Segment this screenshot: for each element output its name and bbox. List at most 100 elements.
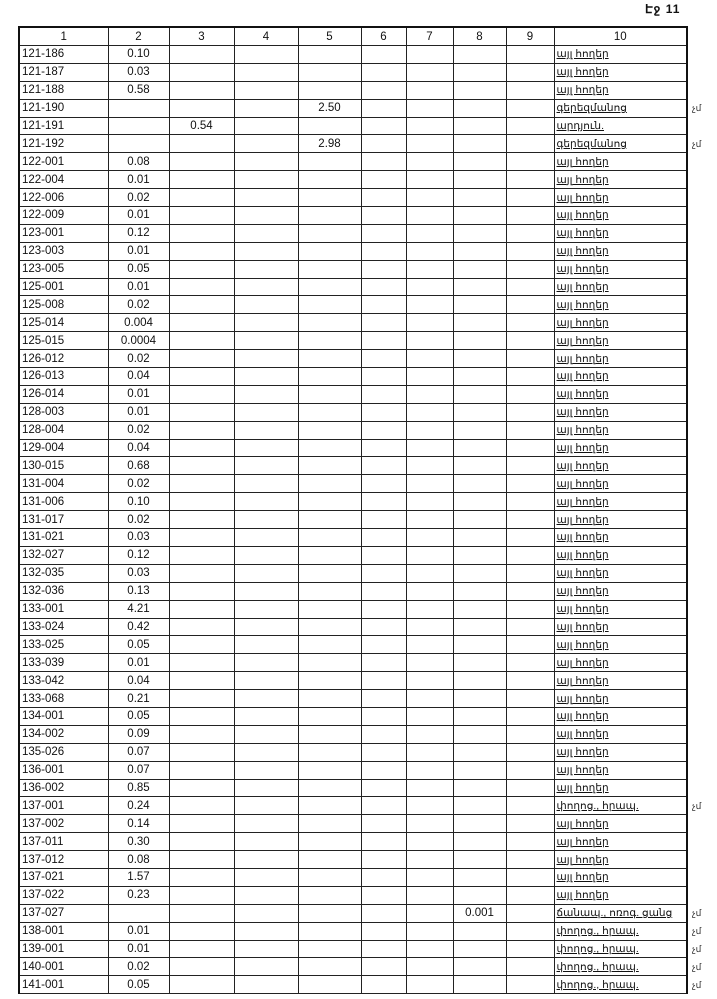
area-cell-col7 xyxy=(405,885,454,905)
area-cell-col2: 0.58 xyxy=(107,80,170,100)
area-cell-col5 xyxy=(297,617,362,637)
area-cell-col8 xyxy=(452,206,507,225)
area-cell-col8 xyxy=(452,277,507,297)
table-row: 133-001 4.21 այլ հողեր xyxy=(18,599,688,619)
parcel-id-cell: 121-190 xyxy=(18,98,109,118)
parcel-id-cell: 121-187 xyxy=(18,62,109,82)
area-cell-col2: 0.30 xyxy=(107,832,170,852)
area-cell-col7 xyxy=(405,98,454,118)
area-cell-col4 xyxy=(233,671,299,691)
area-cell-col9 xyxy=(505,706,555,726)
area-cell-col7 xyxy=(405,545,454,565)
area-cell-col6 xyxy=(360,975,407,995)
table-row: 121-190 2.50 գերեզմանոց xyxy=(18,98,688,118)
area-cell-col9 xyxy=(505,885,555,905)
area-cell-col4 xyxy=(233,724,299,744)
land-use-cell: այլ հողեր xyxy=(553,545,688,565)
parcel-id-cell: 137-011 xyxy=(18,832,109,852)
area-cell-col3 xyxy=(168,98,235,118)
area-cell-col2: 0.14 xyxy=(107,814,170,834)
area-cell-col4 xyxy=(233,796,299,816)
area-cell-col8 xyxy=(452,170,507,190)
area-cell-col8 xyxy=(452,456,507,476)
land-use-cell: արդյուն. xyxy=(553,116,688,136)
area-cell-col2: 0.01 xyxy=(107,206,170,225)
area-cell-col4 xyxy=(233,313,299,333)
area-cell-col9 xyxy=(505,170,555,190)
land-use-cell: այլ հողեր xyxy=(553,438,688,458)
area-cell-col4 xyxy=(233,80,299,100)
land-use-cell: այլ հողեր xyxy=(553,581,688,601)
area-cell-col7 xyxy=(405,259,454,279)
area-cell-col2: 0.02 xyxy=(107,188,170,208)
area-cell-col7 xyxy=(405,706,454,726)
land-use-cell: այլ հողեր xyxy=(553,331,688,351)
area-cell-col6 xyxy=(360,760,407,780)
area-cell-col3: 0.54 xyxy=(168,116,235,136)
table-row: 132-036 0.13 այլ հողեր xyxy=(18,581,688,601)
area-cell-col5 xyxy=(297,832,362,852)
area-cell-col4 xyxy=(233,349,299,369)
area-cell-col9 xyxy=(505,223,555,243)
area-cell-col5 xyxy=(297,384,362,404)
parcel-id-cell: 131-021 xyxy=(18,528,109,547)
area-cell-col7 xyxy=(405,689,454,708)
area-cell-col5: 2.50 xyxy=(297,98,362,118)
land-use-cell: այլ հողեր xyxy=(553,402,688,422)
area-cell-col2 xyxy=(107,116,170,136)
area-cell-col3 xyxy=(168,885,235,905)
table-row: 139-001 0.01 փողոց., հրապ. xyxy=(18,939,688,959)
table-row: 126-014 0.01 այլ հողեր xyxy=(18,384,688,404)
table-row: 137-011 0.30 այլ հողեր xyxy=(18,832,688,852)
area-cell-col6 xyxy=(360,796,407,816)
area-cell-col9 xyxy=(505,635,555,655)
area-cell-col4 xyxy=(233,98,299,118)
area-cell-col3 xyxy=(168,313,235,333)
area-cell-col6 xyxy=(360,313,407,333)
area-cell-col2: 0.85 xyxy=(107,778,170,798)
area-cell-col3 xyxy=(168,563,235,583)
parcel-id-cell: 129-004 xyxy=(18,438,109,458)
land-use-cell: այլ հողեր xyxy=(553,760,688,780)
area-cell-col7 xyxy=(405,474,454,494)
column-header-4: 4 xyxy=(233,26,299,46)
area-cell-col4 xyxy=(233,152,299,172)
area-cell-col7 xyxy=(405,957,454,977)
area-cell-col3 xyxy=(168,152,235,172)
parcel-id-cell: 131-004 xyxy=(18,474,109,494)
area-cell-col9 xyxy=(505,206,555,225)
table-row: 134-001 0.05 այլ հողեր xyxy=(18,706,688,726)
area-cell-col3 xyxy=(168,599,235,619)
area-cell-col2: 0.08 xyxy=(107,152,170,172)
land-use-cell: այլ հողեր xyxy=(553,653,688,673)
column-header-5: 5 xyxy=(297,26,362,46)
area-cell-col9 xyxy=(505,545,555,565)
area-cell-col5 xyxy=(297,474,362,494)
area-cell-col8 xyxy=(452,760,507,780)
margin-note: չմ xyxy=(692,102,702,113)
area-cell-col6 xyxy=(360,384,407,404)
parcel-id-cell: 137-002 xyxy=(18,814,109,834)
area-cell-col6 xyxy=(360,617,407,637)
area-cell-col4 xyxy=(233,492,299,512)
area-cell-col3 xyxy=(168,671,235,691)
table-row: 121-186 0.10 այլ հողեր xyxy=(18,45,688,64)
area-cell-col4 xyxy=(233,867,299,887)
area-cell-col4 xyxy=(233,814,299,834)
area-cell-col9 xyxy=(505,438,555,458)
table-row: 121-191 0.54 արդյուն. xyxy=(18,116,688,136)
area-cell-col4 xyxy=(233,62,299,82)
area-cell-col7 xyxy=(405,528,454,547)
land-use-cell: այլ հողեր xyxy=(553,474,688,494)
parcel-id-cell: 133-024 xyxy=(18,617,109,637)
area-cell-col2: 0.13 xyxy=(107,581,170,601)
area-cell-col4 xyxy=(233,206,299,225)
column-header-8: 8 xyxy=(452,26,507,46)
land-use-cell: ճանապ., ոռոգ. ցանց xyxy=(553,903,688,923)
land-use-cell: այլ հողեր xyxy=(553,241,688,261)
area-cell-col7 xyxy=(405,116,454,136)
area-cell-col8 xyxy=(452,223,507,243)
area-cell-col8 xyxy=(452,492,507,512)
area-cell-col4 xyxy=(233,134,299,154)
area-cell-col7 xyxy=(405,420,454,440)
